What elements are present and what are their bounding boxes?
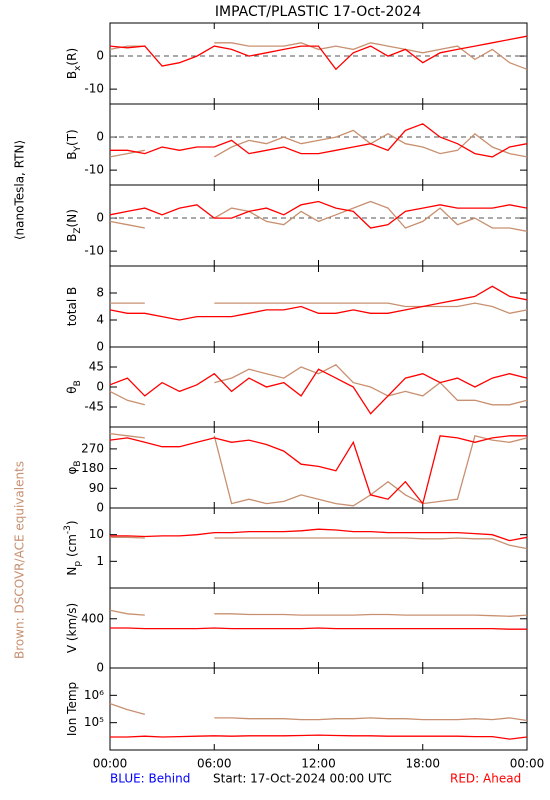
series-line xyxy=(110,627,527,630)
panel-frame xyxy=(109,667,528,751)
x-tick-label: 18:00 xyxy=(405,757,440,771)
y-tick-label: 0 xyxy=(96,211,104,225)
y-tick-label: -10 xyxy=(84,163,104,177)
y-axis-label-part: -3 xyxy=(63,525,73,534)
series-line xyxy=(109,609,528,617)
y-axis-label: θB xyxy=(65,380,83,394)
y-tick-label: 4 xyxy=(96,313,104,327)
y-tick-label: -10 xyxy=(84,82,104,96)
y-axis-label: total B xyxy=(65,287,79,327)
side-label: ⟨nanoTesla, RTN⟩ xyxy=(13,140,27,240)
y-axis-label-part: total B xyxy=(65,287,79,327)
series-line xyxy=(109,129,528,158)
y-tick-label: 10⁶ xyxy=(84,688,104,702)
x-tick-label: 00:00 xyxy=(93,757,128,771)
series-line xyxy=(109,200,528,229)
y-axis-label: BY(T) xyxy=(65,129,83,159)
y-axis-label-part: V (km/s) xyxy=(65,603,79,653)
y-tick-label: 45 xyxy=(89,360,104,374)
y-tick-label: 10⁵ xyxy=(84,715,104,729)
y-axis-label-part: B xyxy=(73,460,83,466)
y-axis-label: BZ(N) xyxy=(65,209,83,242)
y-tick-label: 270 xyxy=(81,441,104,455)
x-tick-label: 06:00 xyxy=(197,757,232,771)
y-tick-label: 8 xyxy=(96,286,104,300)
y-tick-label: 0 xyxy=(96,340,104,354)
y-axis-label-part: B xyxy=(65,234,79,242)
series-line xyxy=(109,435,527,506)
footer-left: BLUE: Behind xyxy=(110,772,190,786)
y-axis-label-part: (T) xyxy=(65,129,79,146)
y-axis-label-part: (cm xyxy=(65,534,79,561)
y-axis-label: V (km/s) xyxy=(65,603,79,653)
series-line xyxy=(110,528,528,542)
series-line xyxy=(109,702,528,722)
chart-title: IMPACT/PLASTIC 17-Oct-2024 xyxy=(215,4,421,20)
x-tick-label: 12:00 xyxy=(301,757,336,771)
y-axis-label: φB xyxy=(65,460,83,474)
panel-frame xyxy=(109,184,528,267)
y-tick-label: 400 xyxy=(81,611,104,625)
y-axis-label-part: B xyxy=(65,151,79,159)
y-axis-label-part: Y xyxy=(73,145,83,152)
y-tick-label: 0 xyxy=(96,661,104,675)
y-axis-label-part: ) xyxy=(65,520,79,525)
series-line xyxy=(109,200,528,232)
series-line xyxy=(109,285,528,321)
y-axis-label-part: B xyxy=(65,71,79,79)
y-axis-label-part: N xyxy=(65,567,79,576)
y-axis-label-part: Z xyxy=(73,227,83,233)
y-axis-label-part: B xyxy=(73,380,83,386)
y-axis-label-part: (R) xyxy=(65,48,79,66)
y-axis-label-part: x xyxy=(73,65,83,71)
series-line xyxy=(109,432,528,507)
side-label: Brown: DSCOVR/ACE equivalents xyxy=(13,461,27,659)
y-tick-label: -10 xyxy=(84,244,104,258)
series-line xyxy=(110,123,528,158)
y-axis-label: Ion Temp xyxy=(65,682,79,736)
series-line xyxy=(110,536,528,550)
panel-frame xyxy=(109,346,528,428)
y-tick-label: 0 xyxy=(96,380,104,394)
y-axis-label-part: θ xyxy=(65,386,79,393)
panel-frame xyxy=(109,265,528,348)
footer-center: Start: 17-Oct-2024 00:00 UTC xyxy=(213,772,392,786)
x-tick-label: 00:00 xyxy=(510,757,545,771)
y-tick-label: 0 xyxy=(96,501,104,515)
y-axis-label-part: (N) xyxy=(65,209,79,227)
y-tick-label: 0 xyxy=(96,49,104,63)
series-line xyxy=(109,35,528,71)
y-tick-label: 1 xyxy=(96,554,104,568)
y-axis-label: Bx(R) xyxy=(65,48,83,79)
series-line xyxy=(109,364,528,406)
y-tick-label: 180 xyxy=(81,461,104,475)
series-line xyxy=(110,734,528,740)
series-line xyxy=(110,302,528,314)
series-line xyxy=(109,368,528,415)
y-axis-label: Np (cm-3) xyxy=(63,520,83,575)
footer-right: RED: Ahead xyxy=(450,772,521,786)
y-axis-label-part: φ xyxy=(65,467,79,475)
y-axis-label-part: Ion Temp xyxy=(65,682,79,736)
y-tick-label: 10 xyxy=(89,527,104,541)
y-tick-label: -45 xyxy=(84,400,104,414)
y-tick-label: 0 xyxy=(96,130,104,144)
panel-frame xyxy=(109,507,528,589)
y-tick-label: 90 xyxy=(89,481,104,495)
y-axis-label-part: p xyxy=(73,561,83,567)
